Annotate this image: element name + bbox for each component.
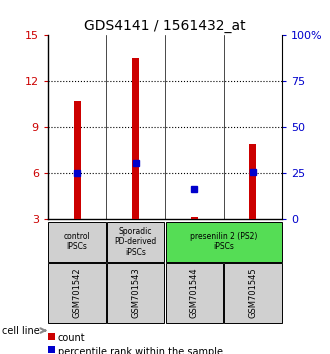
Bar	[107, 263, 164, 323]
Text: cell line: cell line	[2, 326, 40, 336]
Text: count: count	[58, 333, 85, 343]
Text: GSM701542: GSM701542	[73, 268, 82, 318]
Bar	[49, 222, 106, 262]
Bar	[166, 222, 281, 262]
Bar	[191, 217, 198, 219]
Bar	[48, 333, 55, 339]
Text: presenilin 2 (PS2)
iPSCs: presenilin 2 (PS2) iPSCs	[190, 232, 257, 251]
Bar	[48, 347, 55, 353]
Text: Sporadic
PD-derived
iPSCs: Sporadic PD-derived iPSCs	[115, 227, 157, 257]
Text: percentile rank within the sample: percentile rank within the sample	[58, 347, 223, 354]
Text: GSM701543: GSM701543	[131, 268, 140, 318]
Bar	[132, 58, 139, 219]
Bar	[224, 263, 281, 323]
Title: GDS4141 / 1561432_at: GDS4141 / 1561432_at	[84, 19, 246, 33]
Bar	[74, 101, 81, 219]
Text: control
IPSCs: control IPSCs	[64, 232, 90, 251]
Text: GSM701545: GSM701545	[248, 268, 257, 318]
Bar	[166, 263, 223, 323]
Bar	[249, 144, 256, 219]
Bar	[107, 222, 164, 262]
Bar	[49, 263, 106, 323]
Text: GSM701544: GSM701544	[190, 268, 199, 318]
